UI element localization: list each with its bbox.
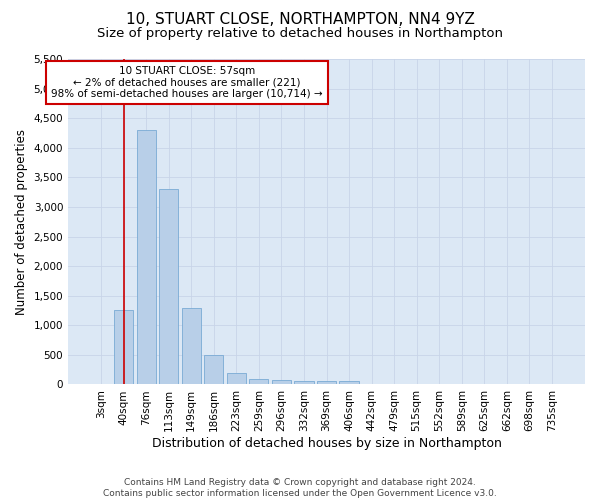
Bar bbox=[227, 372, 246, 384]
Text: Contains HM Land Registry data © Crown copyright and database right 2024.
Contai: Contains HM Land Registry data © Crown c… bbox=[103, 478, 497, 498]
X-axis label: Distribution of detached houses by size in Northampton: Distribution of detached houses by size … bbox=[152, 437, 502, 450]
Bar bbox=[295, 382, 314, 384]
Bar bbox=[114, 310, 133, 384]
Text: 10 STUART CLOSE: 57sqm
← 2% of detached houses are smaller (221)
98% of semi-det: 10 STUART CLOSE: 57sqm ← 2% of detached … bbox=[51, 66, 323, 100]
Bar bbox=[182, 308, 201, 384]
Bar bbox=[340, 382, 359, 384]
Y-axis label: Number of detached properties: Number of detached properties bbox=[15, 128, 28, 314]
Text: 10, STUART CLOSE, NORTHAMPTON, NN4 9YZ: 10, STUART CLOSE, NORTHAMPTON, NN4 9YZ bbox=[125, 12, 475, 28]
Text: Size of property relative to detached houses in Northampton: Size of property relative to detached ho… bbox=[97, 28, 503, 40]
Bar bbox=[317, 382, 336, 384]
Bar bbox=[137, 130, 156, 384]
Bar bbox=[272, 380, 291, 384]
Bar bbox=[204, 355, 223, 384]
Bar bbox=[250, 378, 268, 384]
Bar bbox=[159, 189, 178, 384]
